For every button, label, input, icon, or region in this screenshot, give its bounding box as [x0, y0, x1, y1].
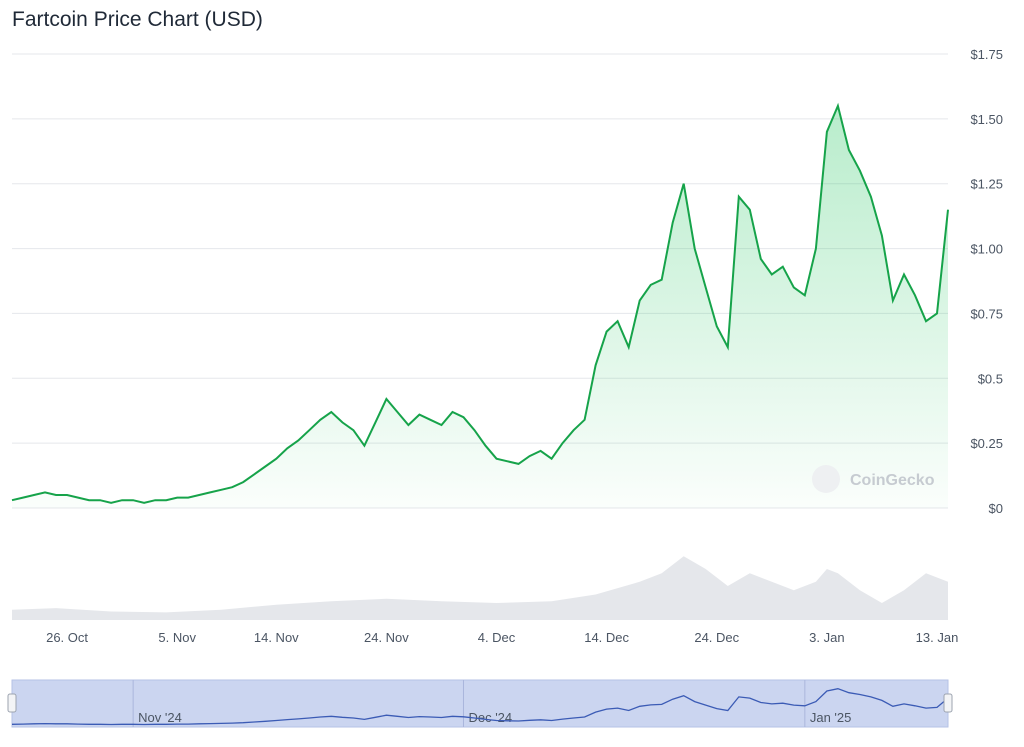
y-tick-label: $1.50: [970, 112, 1003, 127]
navigator[interactable]: Nov '24 Dec '24 Jan '25: [7, 679, 953, 728]
chart-title: Fartcoin Price Chart (USD): [12, 8, 263, 31]
navigator-handle-right[interactable]: [943, 693, 953, 713]
volume-bars: [12, 556, 948, 620]
navigator-series: [11, 688, 949, 726]
y-tick-label: $0: [989, 501, 1003, 516]
x-tick-label: 14. Nov: [254, 630, 299, 645]
x-tick-label: 13. Jan: [916, 630, 959, 645]
navigator-label: Jan '25: [810, 710, 852, 725]
y-tick-label: $1.75: [970, 47, 1003, 62]
navigator-handle-left[interactable]: [7, 693, 17, 713]
x-tick-label: 14. Dec: [584, 630, 629, 645]
y-tick-label: $0.75: [970, 306, 1003, 321]
y-axis: $0 $0.25 $0.5 $0.75 $1.00 $1.25 $1.50 $1.75: [970, 47, 1003, 516]
navigator-label: Nov '24: [138, 710, 182, 725]
x-tick-label: 24. Nov: [364, 630, 409, 645]
y-tick-label: $0.5: [978, 371, 1003, 386]
y-tick-label: $1.25: [970, 177, 1003, 192]
x-tick-label: 3. Jan: [809, 630, 844, 645]
y-tick-label: $1.00: [970, 242, 1003, 257]
x-tick-label: 4. Dec: [478, 630, 516, 645]
x-tick-label: 24. Dec: [694, 630, 739, 645]
x-tick-label: 5. Nov: [158, 630, 196, 645]
watermark-text: CoinGecko: [850, 472, 935, 489]
y-tick-label: $0.25: [970, 436, 1003, 451]
x-tick-label: 26. Oct: [46, 630, 88, 645]
x-axis: 26. Oct 5. Nov 14. Nov 24. Nov 4. Dec 14. Dec…: [46, 630, 958, 645]
volume-area: [12, 556, 948, 620]
price-area: [12, 105, 948, 509]
coingecko-watermark: CoinGecko: [812, 465, 935, 493]
price-line: [11, 102, 949, 504]
